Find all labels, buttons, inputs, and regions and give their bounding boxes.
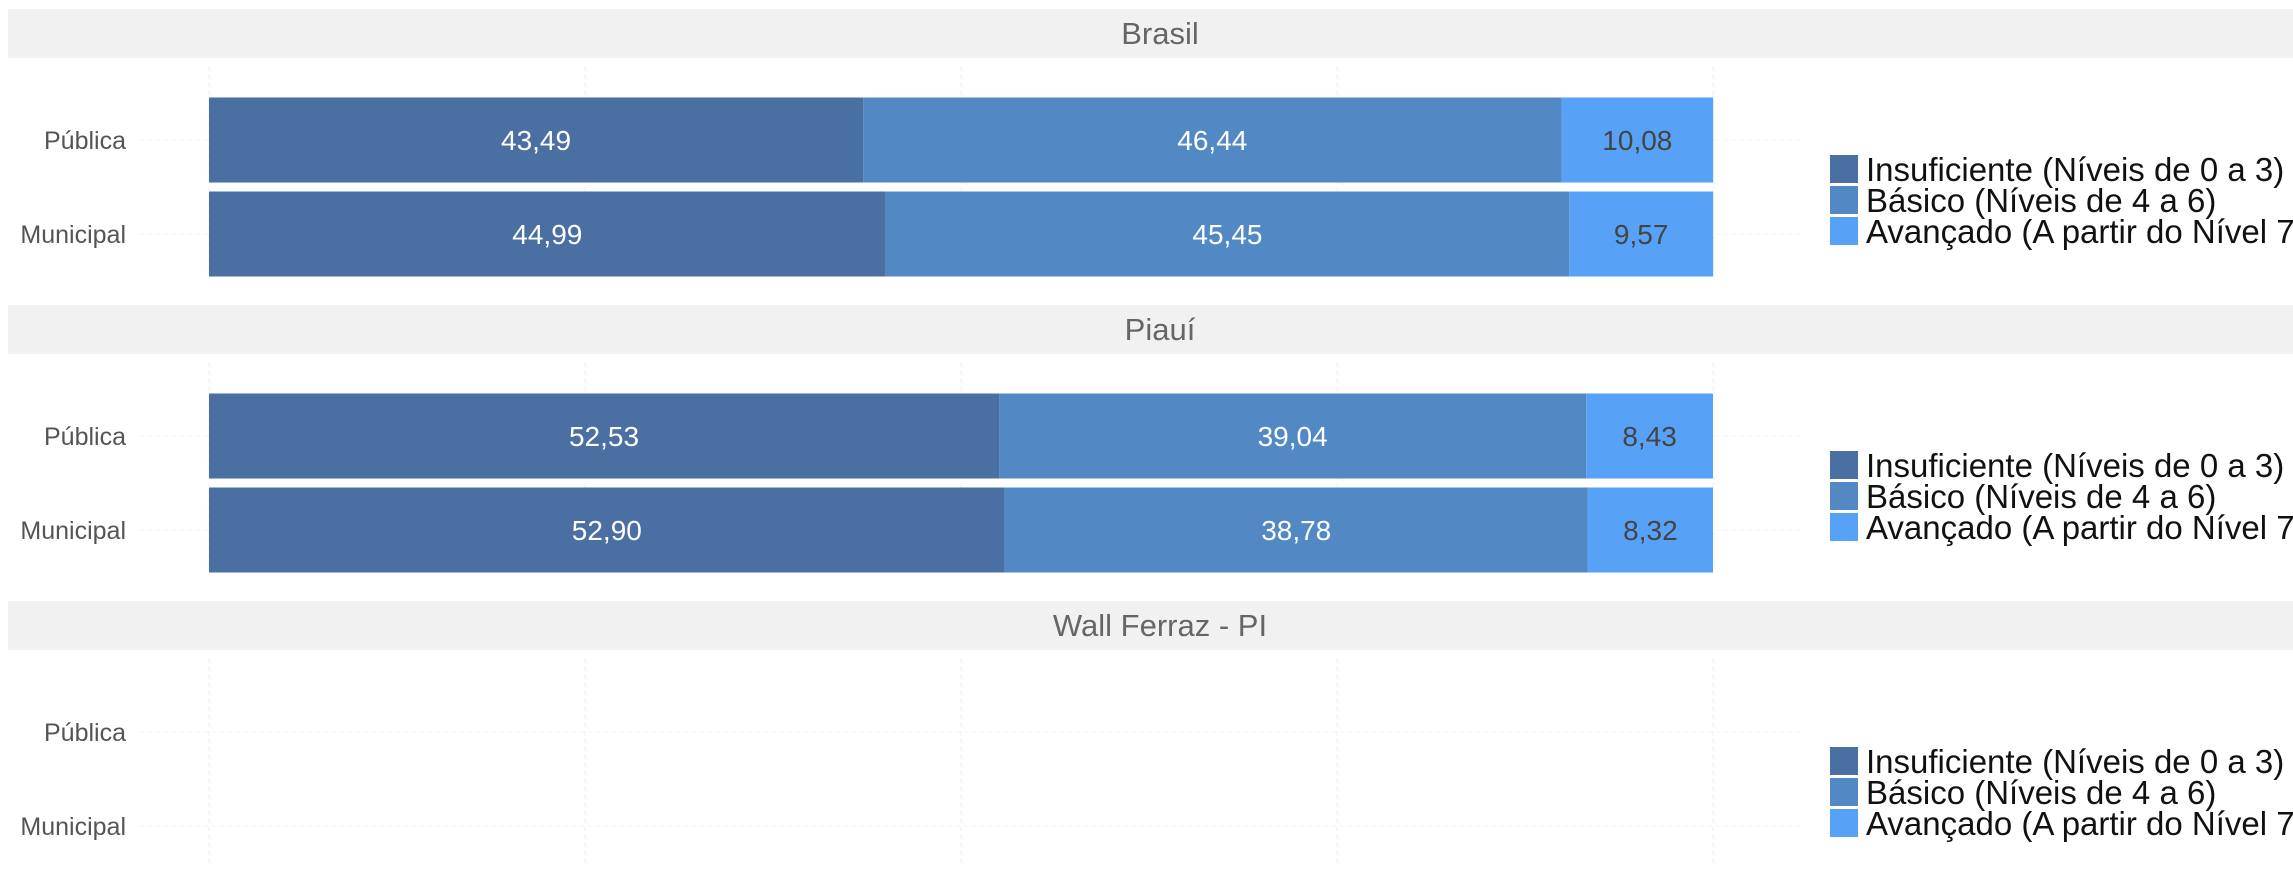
facet-title: Piauí xyxy=(1125,312,1196,347)
bar-value-label: 43,49 xyxy=(501,125,571,156)
legend-swatch xyxy=(1830,482,1858,510)
bar-value-label: 8,43 xyxy=(1622,421,1677,452)
bar-segment xyxy=(1586,393,1713,479)
bar-segment xyxy=(1569,191,1714,277)
legend-label: Insuficiente (Níveis de 0 a 3) xyxy=(1866,447,2284,484)
bar-segment xyxy=(209,487,1005,573)
bar-segment xyxy=(1561,97,1714,183)
facet-panel: Brasil Pública Municipal 43,49 46,44 10,08 44,… xyxy=(8,9,2293,277)
legend-label: Básico (Níveis de 4 a 6) xyxy=(1866,182,2216,219)
category-label: Municipal xyxy=(20,221,126,249)
bar-value-label: 46,44 xyxy=(1177,125,1247,156)
legend-swatch xyxy=(1830,186,1858,214)
bar-segment xyxy=(209,191,886,277)
facet-strip xyxy=(8,9,2293,58)
legend-label: Avançado (A partir do Nível 7) xyxy=(1866,805,2293,842)
bar-value-label: 52,90 xyxy=(572,515,642,546)
bar-value-label: 52,53 xyxy=(569,421,639,452)
legend-label: Avançado (A partir do Nível 7) xyxy=(1866,213,2293,250)
legend-swatch xyxy=(1830,809,1858,837)
bar-value-label: 39,04 xyxy=(1258,421,1328,452)
bar-value-label: 8,32 xyxy=(1623,515,1678,546)
legend-label: Básico (Níveis de 4 a 6) xyxy=(1866,478,2216,515)
legend-swatch xyxy=(1830,513,1858,541)
bar-value-label: 38,78 xyxy=(1261,515,1331,546)
bar-segment xyxy=(209,393,1000,479)
legend-swatch xyxy=(1830,451,1858,479)
bar-segment xyxy=(999,393,1587,479)
legend-label: Insuficiente (Níveis de 0 a 3) xyxy=(1866,743,2284,780)
bar-value-label: 10,08 xyxy=(1602,125,1672,156)
bar-value-label: 45,45 xyxy=(1192,219,1262,250)
legend-label: Básico (Níveis de 4 a 6) xyxy=(1866,774,2216,811)
bar-segment xyxy=(209,97,864,183)
category-label: Pública xyxy=(44,127,126,155)
facet-title: Wall Ferraz - PI xyxy=(1053,608,1267,643)
category-label: Municipal xyxy=(20,813,126,841)
facet-panel: Wall Ferraz - PI Pública Municipal Insufici… xyxy=(8,601,2293,866)
facet-title: Brasil xyxy=(1121,16,1199,51)
bar-segment xyxy=(885,191,1570,277)
legend-swatch xyxy=(1830,155,1858,183)
legend-label: Avançado (A partir do Nível 7) xyxy=(1866,509,2293,546)
category-label: Pública xyxy=(44,423,126,451)
facet-strip xyxy=(8,601,2293,650)
category-label: Pública xyxy=(44,719,126,747)
legend-label: Insuficiente (Níveis de 0 a 3) xyxy=(1866,151,2284,188)
bar-segment xyxy=(1587,487,1713,573)
bar-value-label: 44,99 xyxy=(512,219,582,250)
bar-segment xyxy=(863,97,1562,183)
bar-value-label: 9,57 xyxy=(1614,219,1669,250)
legend-swatch xyxy=(1830,217,1858,245)
category-label: Municipal xyxy=(20,517,126,545)
bar-segment xyxy=(1004,487,1588,573)
facet-panel: Piauí Pública Municipal 52,53 39,04 8,43 52,90… xyxy=(8,305,2293,573)
facet-strip xyxy=(8,305,2293,354)
legend-swatch xyxy=(1830,747,1858,775)
legend-swatch xyxy=(1830,778,1858,806)
